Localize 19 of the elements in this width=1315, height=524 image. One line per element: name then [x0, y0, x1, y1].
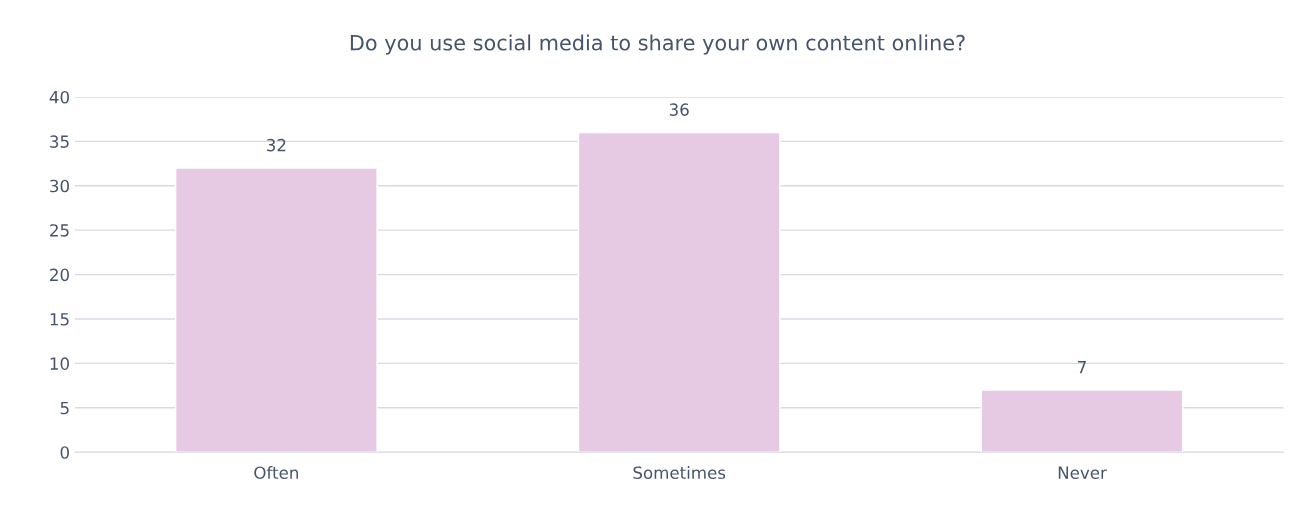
y-tick-label: 15 [50, 313, 69, 326]
x-tick-label: Often [254, 466, 298, 479]
y-tick-label: 5 [60, 401, 69, 415]
x-tick-label: Never [1058, 466, 1107, 479]
bar [980, 389, 1184, 453]
y-tick-label: 25 [50, 224, 69, 237]
y-tick-label: 40 [49, 90, 69, 104]
bar [174, 167, 378, 453]
y-tick-label: 0 [60, 446, 69, 459]
bar [577, 131, 781, 453]
y-tick-label: 35 [50, 135, 69, 148]
x-tick-label: Sometimes [633, 466, 726, 479]
y-tick-label: 20 [50, 268, 69, 282]
data-label: 7 [1078, 361, 1086, 374]
y-tick-label: 30 [50, 179, 69, 193]
chart-title: Do you use social media to share your own content online? [350, 34, 965, 55]
data-label: 32 [267, 138, 286, 152]
y-tick-label: 10 [50, 357, 69, 370]
data-label: 36 [669, 103, 689, 116]
